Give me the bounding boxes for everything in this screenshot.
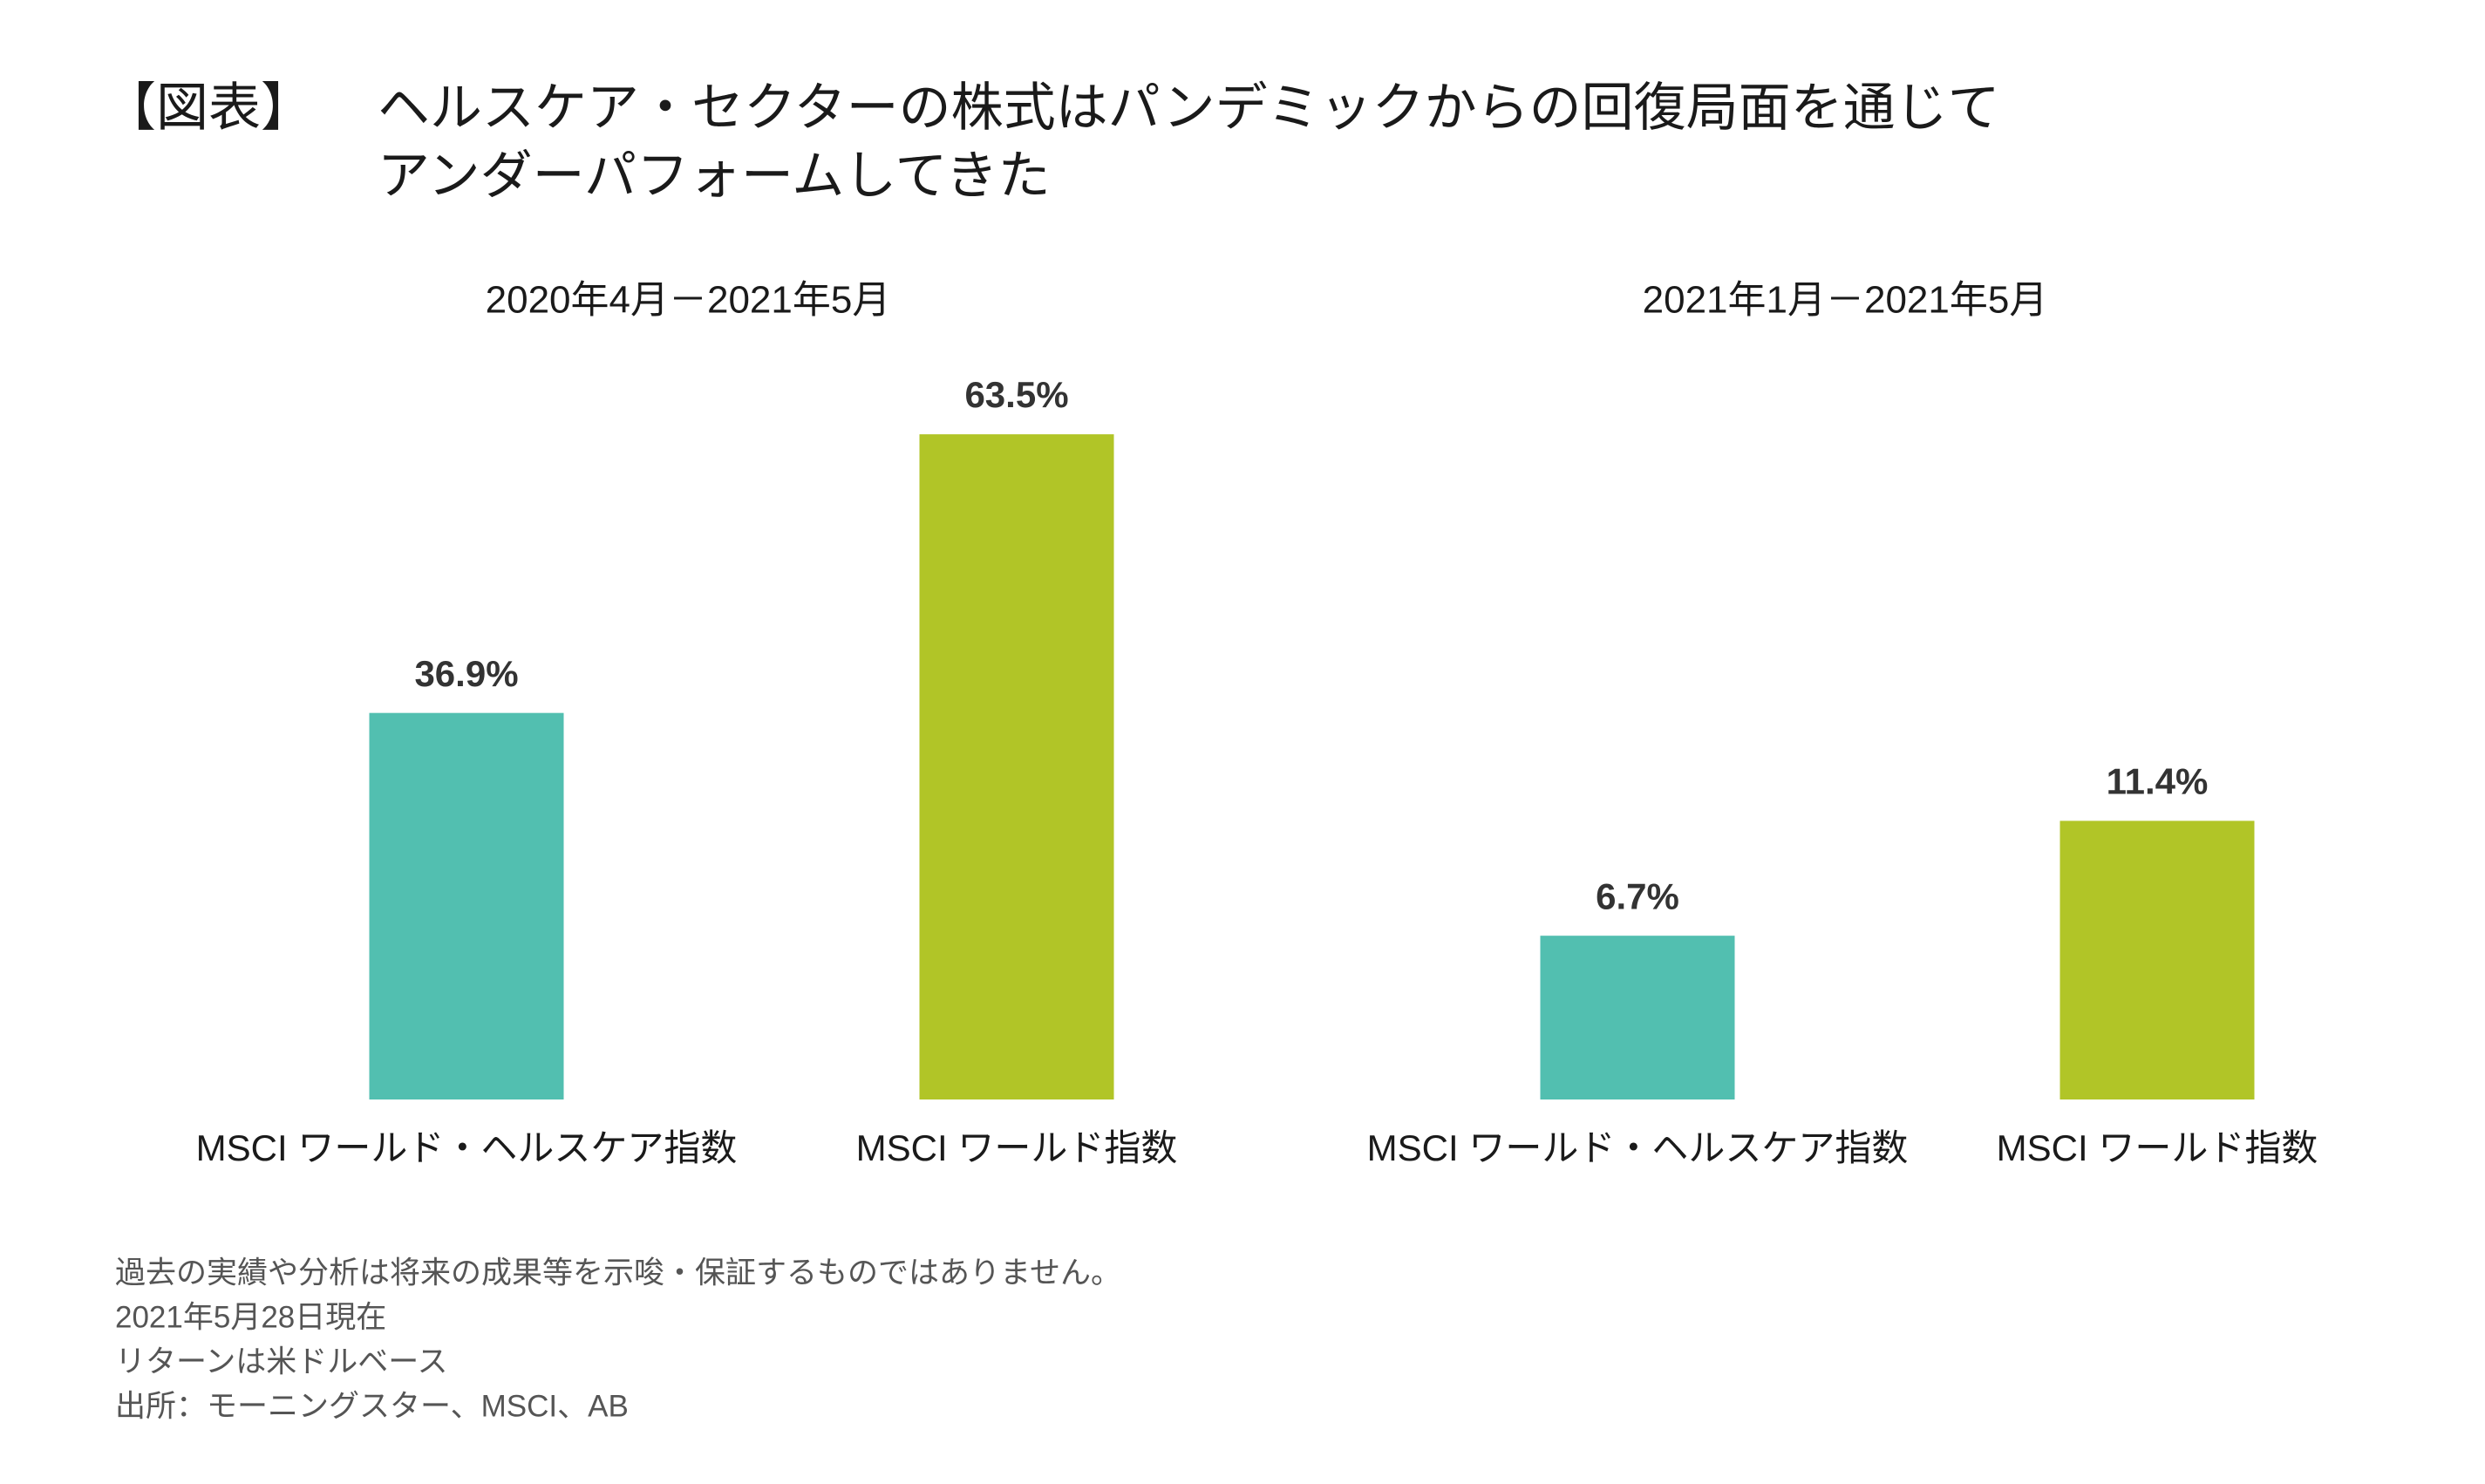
subtitle: 2020年4月－2021年5月 — [486, 279, 891, 322]
chart-title: アンダーパフォームしてきた — [378, 146, 1051, 205]
value-label: 11.4% — [2107, 761, 2209, 802]
bar — [919, 434, 1114, 1099]
value-label: 63.5% — [964, 374, 1068, 415]
footnote: 出所：モーニングスター、MSCI、AB — [115, 1389, 629, 1423]
figure-label: 【図表】 — [104, 78, 313, 137]
value-label: 6.7% — [1596, 875, 1679, 916]
footnote: 2021年5月28日現在 — [115, 1300, 386, 1334]
footnote: リターンは米ドルベース — [115, 1344, 448, 1378]
footnote: 過去の実績や分析は将来の成果等を示唆・保証するものではありません。 — [115, 1256, 1121, 1290]
x-tick-label: MSCI ワールド・ヘルスケア指数 — [1367, 1127, 1909, 1168]
value-label: 36.9% — [414, 653, 518, 694]
subtitle: 2021年1月－2021年5月 — [1643, 279, 2048, 322]
bar — [369, 712, 564, 1099]
bar — [2059, 820, 2255, 1099]
x-tick-label: MSCI ワールド指数 — [1997, 1127, 2318, 1168]
bar — [1540, 936, 1735, 1099]
chart-title: ヘルスケア・セクターの株式はパンデミックからの回復局面を通じて — [378, 78, 2000, 137]
x-tick-label: MSCI ワールド指数 — [856, 1127, 1178, 1168]
x-tick-label: MSCI ワールド・ヘルスケア指数 — [196, 1127, 738, 1168]
